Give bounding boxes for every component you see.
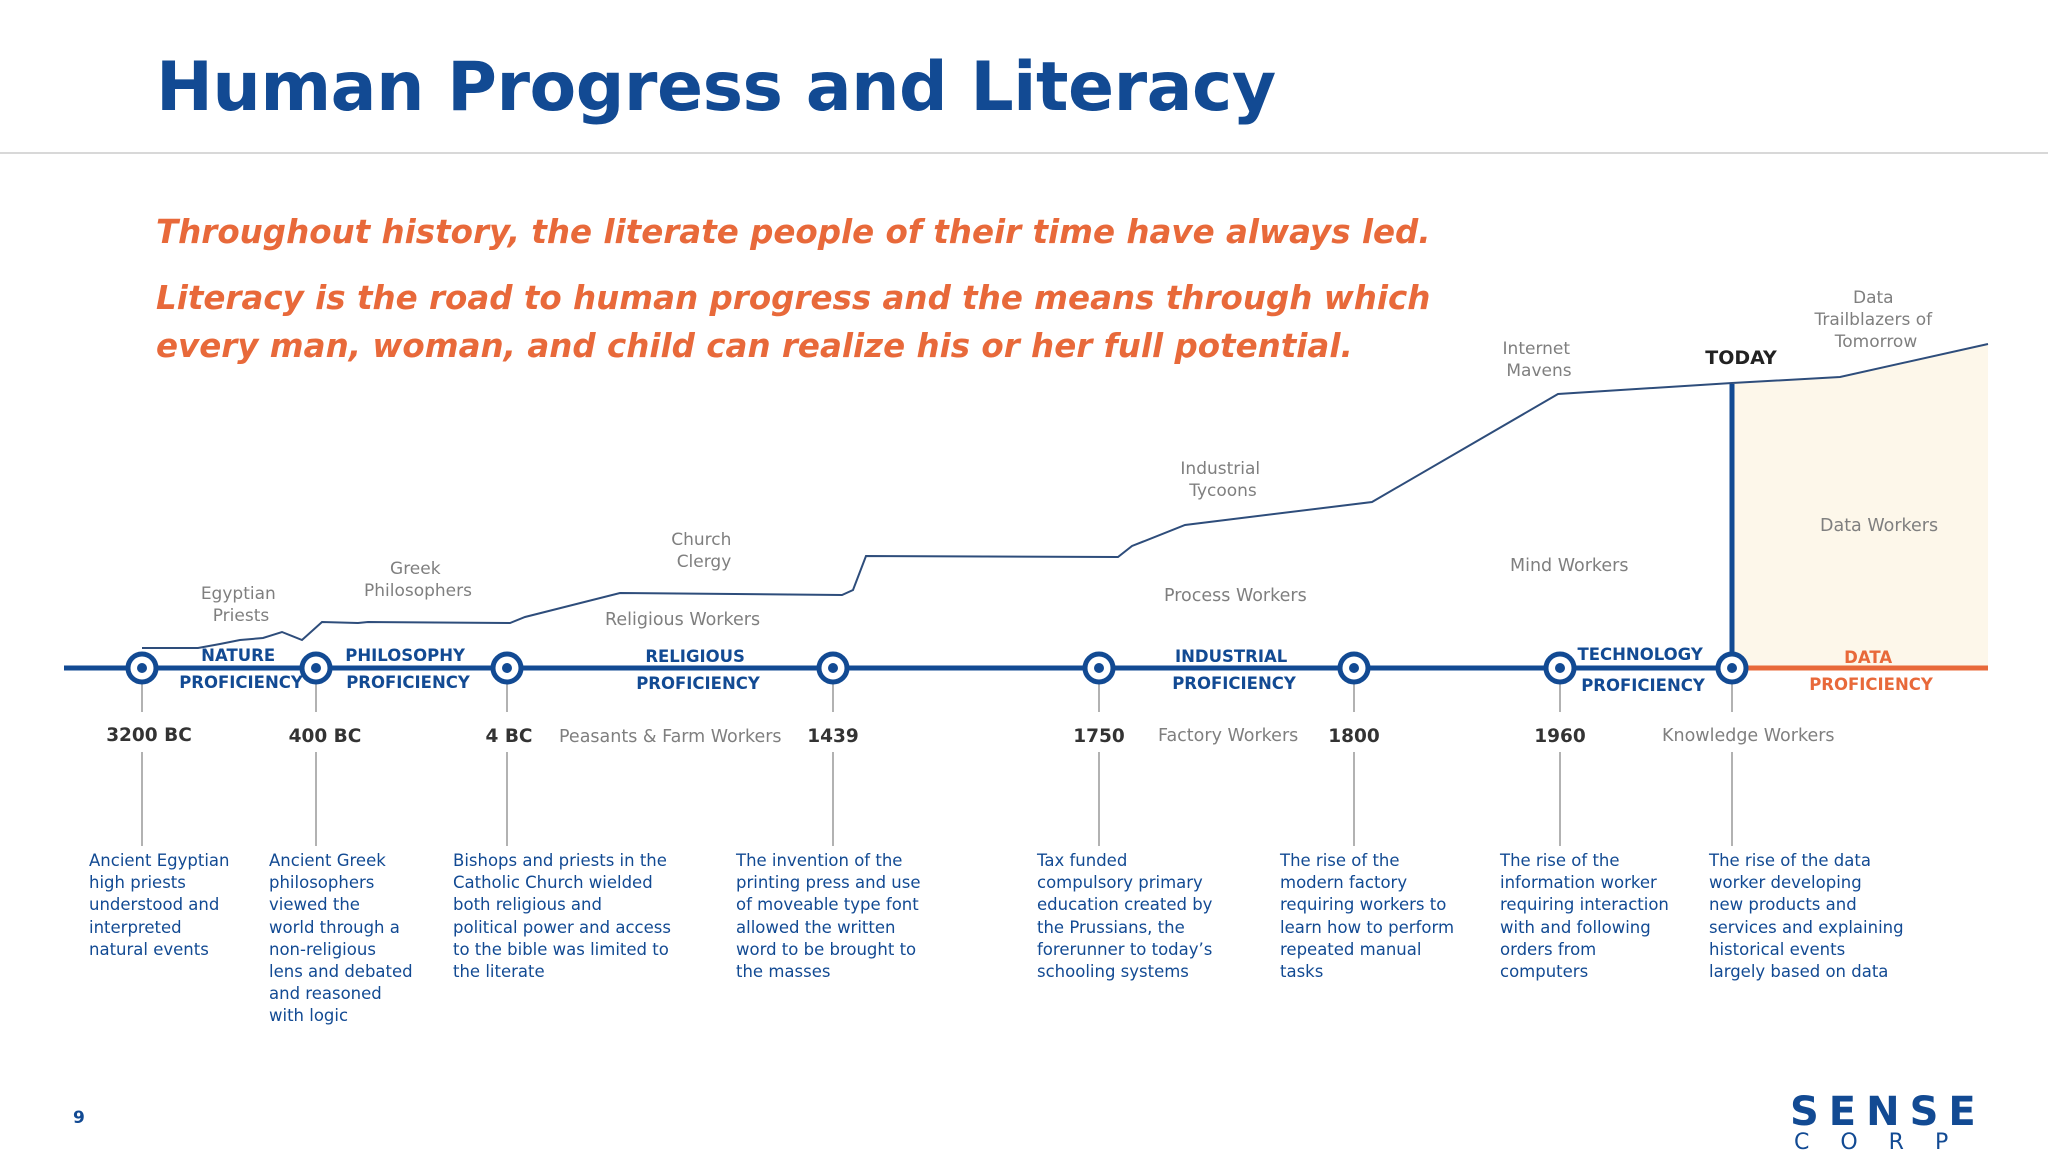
proficiency-philosophy: PHILOSOPHY PROFICIENCY	[345, 646, 471, 692]
milestone-node-1750	[1082, 651, 1116, 685]
logo-wordmark-top: SENSE	[1790, 1089, 1986, 1135]
label-process-workers: Process Workers	[1164, 586, 1307, 606]
description-1750: Tax funded compulsory primary education …	[1037, 851, 1213, 982]
description-1439: The invention of the printing press and …	[736, 851, 921, 982]
description-1800: The rise of the modern factory requiring…	[1280, 851, 1455, 982]
date-1750: 1750	[1073, 726, 1125, 747]
future-area	[1732, 344, 1988, 668]
sense-corp-logo: SENSE CORP	[1790, 1092, 2005, 1154]
peak-church-clergy: Church Clergy	[671, 530, 737, 572]
peak-greek-philosophers: Greek Philosophers	[364, 559, 472, 601]
milestone-node-400bc	[299, 651, 333, 685]
peak-data-trailblazers: Data Trailblazers of Tomorrow	[1813, 288, 1937, 352]
label-religious-workers: Religious Workers	[605, 610, 760, 630]
proficiency-nature: NATURE PROFICIENCY	[179, 646, 304, 692]
peak-industrial-tycoons: Industrial Tycoons	[1180, 459, 1265, 501]
label-factory-workers: Factory Workers	[1158, 726, 1298, 746]
label-data-workers: Data Workers	[1820, 516, 1938, 536]
leader-lines	[141, 680, 1733, 846]
proficiency-industrial: INDUSTRIAL PROFICIENCY	[1172, 647, 1297, 693]
milestone-node-3200bc	[125, 651, 159, 685]
milestone-node-1800	[1337, 651, 1371, 685]
milestone-node-4bc	[490, 651, 524, 685]
subtitle-literacy: Literacy is the road to human progress a…	[156, 279, 1431, 365]
peak-egyptian-priests: Egyptian Priests	[201, 584, 281, 626]
title-divider	[0, 152, 2048, 154]
proficiency-data: DATA PROFICIENCY	[1809, 648, 1934, 694]
label-peasants-farm-workers: Peasants & Farm Workers	[559, 727, 782, 747]
date-3200bc: 3200 BC	[106, 725, 192, 746]
description-4bc: Bishops and priests in the Catholic Chur…	[453, 851, 671, 982]
date-4bc: 4 BC	[486, 726, 533, 747]
description-today: The rise of the data worker developing n…	[1709, 851, 1904, 982]
proficiency-technology: TECHNOLOGY PROFICIENCY	[1577, 645, 1708, 695]
description-3200bc: Ancient Egyptian high priests understood…	[89, 851, 230, 959]
date-400bc: 400 BC	[289, 726, 362, 747]
date-1800: 1800	[1328, 726, 1380, 747]
proficiency-religious: RELIGIOUS PROFICIENCY	[636, 647, 761, 693]
today-label: TODAY	[1705, 347, 1777, 369]
date-1439: 1439	[807, 726, 859, 747]
logo-wordmark-bottom: CORP	[1794, 1130, 1980, 1155]
milestone-node-1439	[816, 651, 850, 685]
progress-curve	[142, 343, 1989, 649]
page-number: 9	[73, 1108, 85, 1128]
description-1960: The rise of the information worker requi…	[1500, 851, 1669, 982]
milestone-node-1960	[1543, 651, 1577, 685]
description-400bc: Ancient Greek philosophers viewed the wo…	[269, 851, 413, 1026]
date-1960: 1960	[1534, 726, 1586, 747]
peak-internet-mavens: Internet Mavens	[1503, 339, 1576, 381]
label-knowledge-workers: Knowledge Workers	[1662, 726, 1835, 746]
subtitle-history: Throughout history, the literate people …	[156, 213, 1431, 251]
slide-title: Human Progress and Literacy	[156, 48, 1276, 127]
milestone-node-today	[1715, 651, 1749, 685]
label-mind-workers: Mind Workers	[1510, 556, 1629, 576]
